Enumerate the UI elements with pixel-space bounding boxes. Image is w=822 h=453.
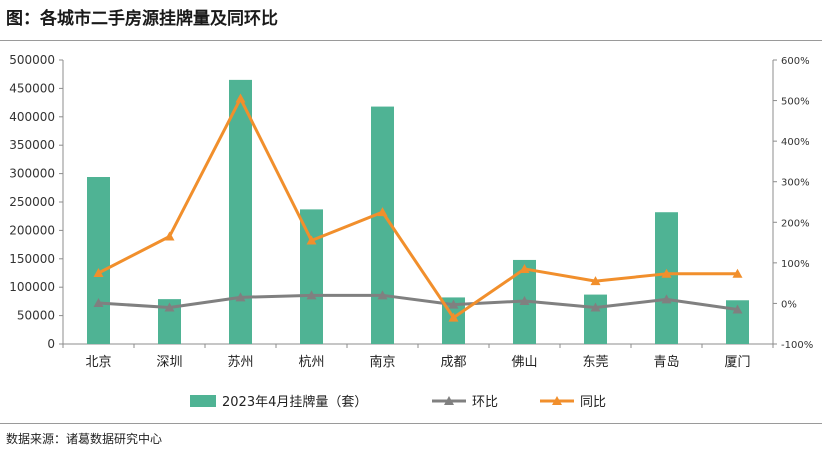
left-tick-label: 400000 — [9, 110, 55, 124]
left-tick-label: 0 — [47, 337, 55, 351]
legend-marker — [552, 396, 562, 405]
x-tick-label: 北京 — [85, 355, 111, 370]
right-tick-label: 300% — [781, 178, 810, 189]
legend-marker — [444, 396, 454, 405]
x-tick-label: 青岛 — [653, 354, 679, 370]
bar — [300, 209, 323, 344]
right-tick-label: 400% — [781, 137, 810, 148]
left-tick-label: 500000 — [9, 53, 55, 67]
bar — [87, 177, 110, 344]
line-point — [306, 235, 317, 245]
line-point — [448, 312, 459, 322]
x-tick-label: 成都 — [440, 355, 466, 370]
left-tick-label: 250000 — [9, 195, 55, 209]
right-tick-label: 200% — [781, 218, 810, 229]
left-tick-label: 150000 — [9, 252, 55, 266]
page-title: 图：各城市二手房源挂牌量及同环比 — [6, 9, 278, 29]
legend-label: 环比 — [472, 395, 498, 410]
bar — [229, 79, 252, 344]
bar-series — [87, 79, 749, 345]
line-point — [661, 294, 672, 304]
line-point — [235, 93, 246, 103]
line-point — [93, 298, 104, 308]
x-tick-label: 南京 — [369, 354, 395, 370]
x-tick-label: 深圳 — [156, 355, 182, 370]
right-tick-label: 0% — [781, 299, 797, 310]
line-series — [93, 93, 743, 322]
bar — [584, 294, 607, 344]
bar — [726, 300, 749, 344]
left-tick-label: 50000 — [17, 309, 55, 323]
left-tick-label: 300000 — [9, 167, 55, 181]
left-tick-label: 100000 — [9, 280, 55, 294]
x-tick-label: 杭州 — [298, 355, 324, 370]
legend-label: 同比 — [580, 395, 606, 410]
bar — [655, 212, 678, 344]
right-tick-label: 500% — [781, 97, 810, 108]
source-note: 数据来源：诸葛数据研究中心 — [6, 432, 163, 446]
right-tick-label: -100% — [781, 340, 813, 351]
left-tick-label: 450000 — [9, 81, 55, 95]
line-point — [164, 302, 175, 312]
line-point — [235, 292, 246, 302]
line-point — [732, 304, 743, 314]
series-line — [97, 97, 738, 320]
line-point — [519, 263, 530, 273]
legend-swatch — [190, 395, 216, 407]
right-tick-label: 100% — [781, 259, 810, 270]
title-divider — [0, 40, 822, 41]
line-point — [661, 268, 672, 278]
bar — [158, 299, 181, 344]
line-point — [519, 295, 530, 305]
line-point — [306, 290, 317, 300]
chart-axes: 0 50000 100000 150000 200000 250000 300000 3500… — [9, 53, 813, 370]
line-point — [93, 268, 104, 277]
legend-label: 2023年4月挂牌量（套） — [222, 394, 367, 410]
x-tick-label: 东莞 — [582, 355, 608, 370]
series-line — [98, 293, 738, 311]
x-tick-label: 佛山 — [511, 355, 537, 370]
line-point — [377, 290, 388, 300]
line-point — [448, 299, 459, 309]
line-point — [590, 302, 601, 312]
x-tick-label: 厦门 — [724, 355, 750, 370]
bar — [371, 106, 394, 345]
chart: 0 50000 100000 150000 200000 250000 300000 3500… — [9, 53, 813, 410]
chart-legend: 2023年4月挂牌量（套） 环比 同比 — [190, 394, 606, 410]
left-tick-label: 350000 — [9, 138, 55, 152]
line-point — [590, 276, 601, 286]
line-point — [164, 231, 175, 241]
footer-divider — [0, 423, 822, 424]
line-point — [377, 207, 388, 217]
line-point — [732, 268, 743, 278]
x-tick-label: 苏州 — [227, 354, 253, 370]
left-tick-label: 200000 — [9, 223, 55, 237]
right-tick-label: 600% — [781, 56, 810, 67]
